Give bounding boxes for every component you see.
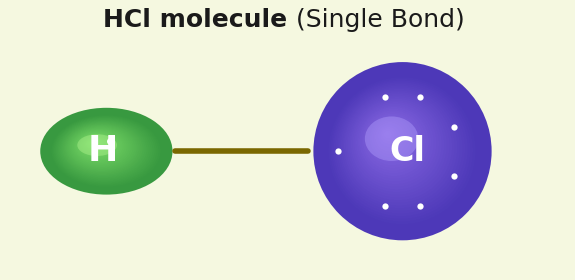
Ellipse shape xyxy=(380,127,397,144)
Text: H: H xyxy=(88,134,118,168)
Ellipse shape xyxy=(373,120,408,155)
Ellipse shape xyxy=(361,109,426,174)
Ellipse shape xyxy=(68,126,133,169)
Ellipse shape xyxy=(363,110,423,171)
Ellipse shape xyxy=(51,115,160,187)
Ellipse shape xyxy=(85,137,107,152)
Ellipse shape xyxy=(366,113,418,165)
Ellipse shape xyxy=(327,75,478,227)
Ellipse shape xyxy=(346,94,450,198)
Ellipse shape xyxy=(61,122,145,176)
Ellipse shape xyxy=(384,130,392,139)
Ellipse shape xyxy=(82,135,111,154)
Ellipse shape xyxy=(368,115,416,163)
Ellipse shape xyxy=(91,141,97,145)
Ellipse shape xyxy=(78,133,117,158)
Ellipse shape xyxy=(67,126,135,170)
Text: Cl: Cl xyxy=(389,135,425,168)
Ellipse shape xyxy=(77,134,117,156)
Ellipse shape xyxy=(50,114,163,188)
Ellipse shape xyxy=(59,120,149,179)
Ellipse shape xyxy=(339,87,460,208)
Ellipse shape xyxy=(90,140,99,146)
Ellipse shape xyxy=(74,130,125,163)
Ellipse shape xyxy=(55,118,155,183)
Ellipse shape xyxy=(351,99,442,190)
Ellipse shape xyxy=(56,118,153,182)
Text: HCl molecule: HCl molecule xyxy=(104,8,288,32)
Ellipse shape xyxy=(75,130,123,162)
Ellipse shape xyxy=(72,129,127,165)
Ellipse shape xyxy=(365,116,419,161)
Ellipse shape xyxy=(330,79,473,221)
Ellipse shape xyxy=(358,105,431,179)
Ellipse shape xyxy=(337,85,463,211)
Ellipse shape xyxy=(378,125,400,147)
Ellipse shape xyxy=(342,90,455,203)
Ellipse shape xyxy=(328,77,476,224)
Ellipse shape xyxy=(54,117,156,184)
Ellipse shape xyxy=(375,122,405,152)
Ellipse shape xyxy=(356,104,434,181)
Ellipse shape xyxy=(88,139,101,148)
Ellipse shape xyxy=(385,132,389,136)
Ellipse shape xyxy=(58,119,151,180)
Ellipse shape xyxy=(64,123,141,174)
Ellipse shape xyxy=(86,138,105,150)
Ellipse shape xyxy=(347,95,447,195)
Ellipse shape xyxy=(40,108,172,195)
Ellipse shape xyxy=(382,129,394,141)
Ellipse shape xyxy=(335,84,465,214)
Ellipse shape xyxy=(80,134,115,157)
Ellipse shape xyxy=(354,102,436,184)
Ellipse shape xyxy=(76,131,121,161)
Ellipse shape xyxy=(65,124,139,172)
Ellipse shape xyxy=(370,117,413,160)
Ellipse shape xyxy=(53,116,159,185)
Ellipse shape xyxy=(334,82,468,216)
Ellipse shape xyxy=(371,118,411,157)
Ellipse shape xyxy=(83,136,109,153)
Ellipse shape xyxy=(313,62,492,240)
Ellipse shape xyxy=(77,132,119,159)
Ellipse shape xyxy=(340,89,457,206)
Ellipse shape xyxy=(66,125,137,171)
Ellipse shape xyxy=(332,80,470,219)
Ellipse shape xyxy=(87,139,103,149)
Ellipse shape xyxy=(359,107,429,176)
Ellipse shape xyxy=(70,127,131,167)
Ellipse shape xyxy=(60,121,147,178)
Ellipse shape xyxy=(352,100,439,187)
Ellipse shape xyxy=(377,123,402,150)
Ellipse shape xyxy=(71,128,129,166)
Ellipse shape xyxy=(63,122,143,175)
Ellipse shape xyxy=(81,134,113,156)
Text: (Single Bond): (Single Bond) xyxy=(288,8,464,32)
Ellipse shape xyxy=(92,142,95,144)
Ellipse shape xyxy=(344,92,452,200)
Ellipse shape xyxy=(349,97,444,192)
Ellipse shape xyxy=(365,112,421,168)
